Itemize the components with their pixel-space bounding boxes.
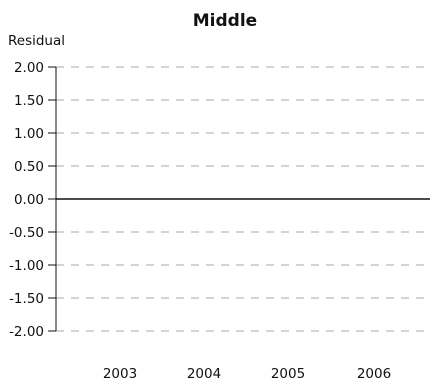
y-tick-label: -2.00 xyxy=(9,324,44,340)
y-axis-label: Residual xyxy=(8,33,65,49)
x-tick-label: 2004 xyxy=(187,366,221,382)
y-tick-label: 1.00 xyxy=(14,126,44,142)
y-tick-label: 1.50 xyxy=(14,93,44,109)
y-tick-label: 0.00 xyxy=(14,192,44,208)
y-tick-label: 0.50 xyxy=(14,159,44,175)
y-tick-label: 2.00 xyxy=(14,60,44,76)
y-tick-label: -1.00 xyxy=(9,258,44,274)
y-tick-labels: 2.00 1.50 1.00 0.50 0.00 -0.50 -1.00 -1.50 -2.00 xyxy=(9,60,44,340)
x-tick-labels: 2003 2004 2005 2006 xyxy=(103,366,391,382)
chart-title: Middle xyxy=(193,11,257,31)
x-tick-label: 2006 xyxy=(357,366,391,382)
x-tick-label: 2005 xyxy=(271,366,305,382)
y-tick-label: -1.50 xyxy=(9,291,44,307)
x-tick-label: 2003 xyxy=(103,366,137,382)
axes xyxy=(48,66,430,332)
gridlines xyxy=(56,66,430,332)
y-tick-label: -0.50 xyxy=(9,225,44,241)
